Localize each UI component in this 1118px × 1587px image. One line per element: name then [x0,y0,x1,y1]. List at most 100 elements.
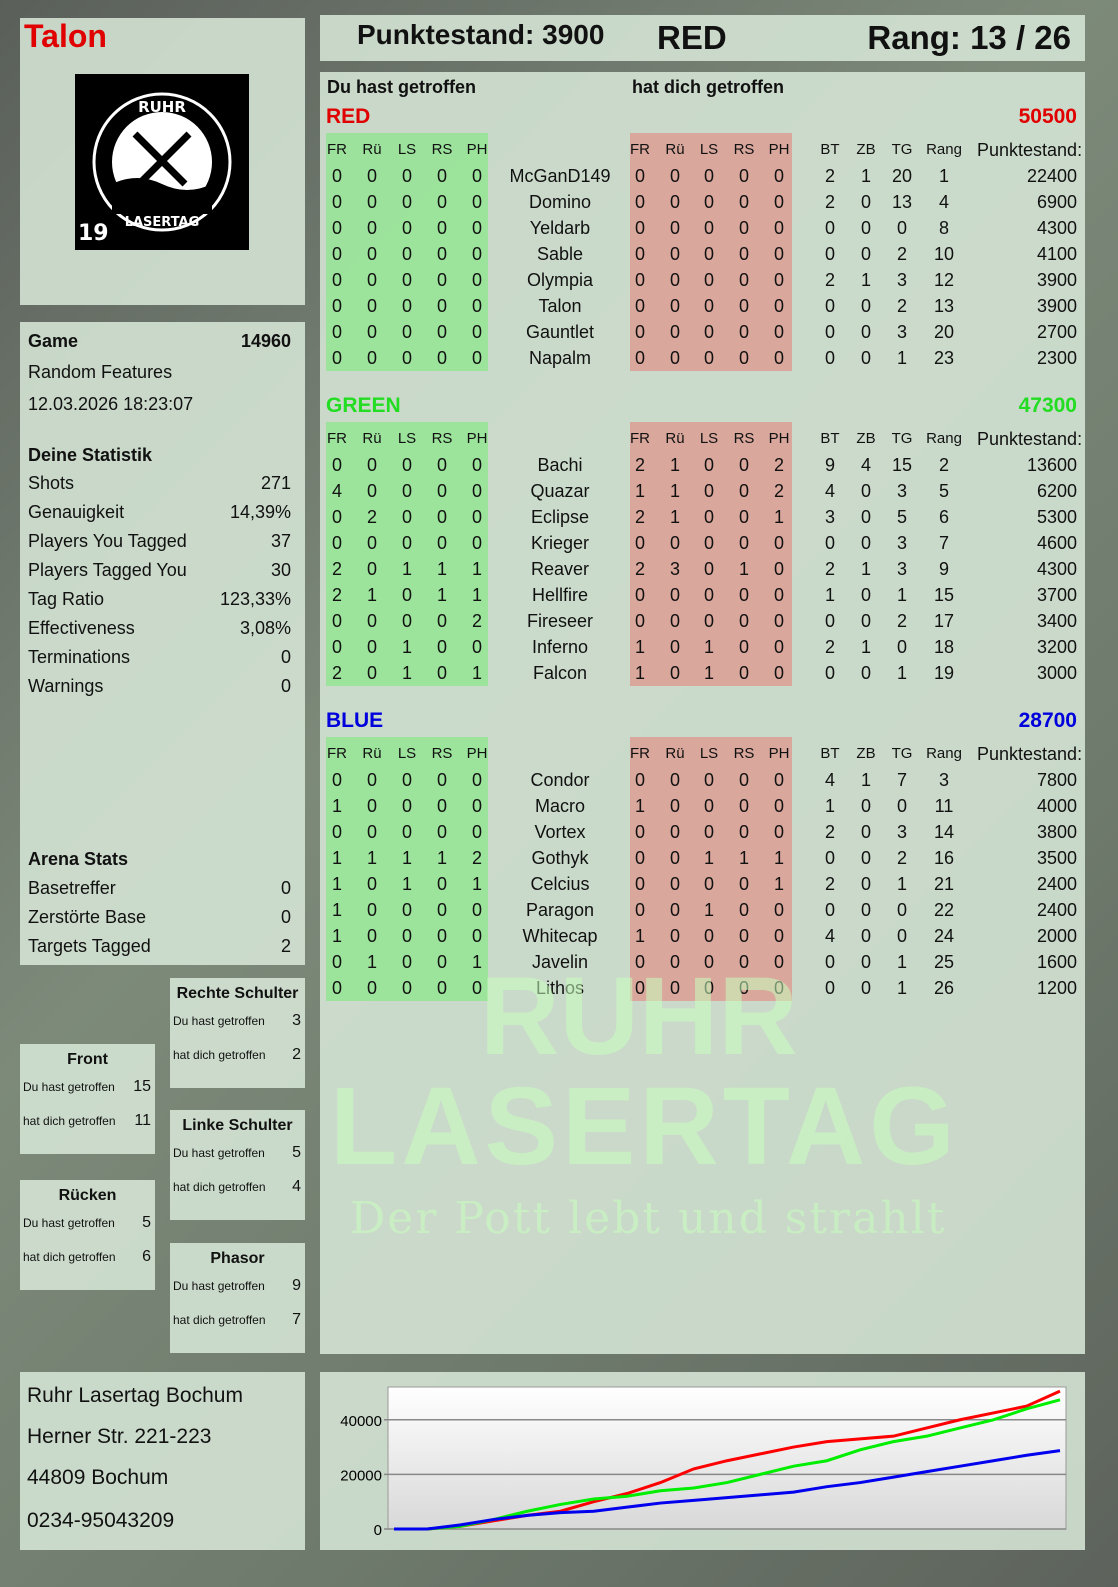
hit-cell: 0 [331,192,342,212]
zone-box: Rechte Schulter Du hast getroffen 3 hat dic… [170,978,305,1088]
col-header: Punktestand: [977,744,1083,764]
hit-cell: 0 [366,611,377,631]
hit-cell: 1 [331,900,342,920]
got-cell: 0 [773,218,784,238]
player-name: Sable [536,244,584,264]
zone-got-value: 4 [292,1178,301,1195]
got-cell: 0 [634,296,645,316]
stat-cell: 0 [860,533,871,553]
got-cell: 0 [773,926,784,946]
stat-cell: 13 [933,296,955,316]
player-score: 13600 [1026,455,1077,475]
stat-cell: 6 [938,507,949,527]
player-name: Domino [528,192,592,212]
stat-cell: 0 [860,481,871,501]
got-cell: 1 [703,848,714,868]
hit-cell: 1 [366,952,377,972]
got-cell: 2 [634,507,645,527]
stat-value: 271 [260,473,291,493]
arena-value: 0 [280,907,291,927]
stat-cell: 1 [896,663,907,683]
stat-cell: 0 [824,533,835,553]
got-cell: 0 [773,822,784,842]
player-score: 2400 [1036,900,1077,920]
svg-text:LASERTAG: LASERTAG [125,215,200,230]
hit-cell: 0 [436,507,447,527]
got-cell: 0 [703,166,714,186]
hit-cell: 1 [471,952,482,972]
hit-cell: 0 [331,533,342,553]
stat-value: 0 [280,647,291,667]
stats-panel: Game 14960 Random Features 12.03.2026 18:… [20,322,305,965]
got-cell: 2 [773,481,784,501]
player-name: Fireseer [526,611,593,631]
stat-cell: 2 [896,296,907,316]
hit-cell: 2 [471,611,482,631]
col-header: Rü [665,745,685,762]
stat-cell: 0 [860,585,871,605]
hit-cell: 0 [471,926,482,946]
hit-cell: 0 [366,874,377,894]
got-cell: 1 [634,796,645,816]
stat-cell: 0 [860,874,871,894]
score-chart: 0 20000 40000 [340,1386,1067,1539]
got-cell: 0 [634,822,645,842]
got-cell: 2 [773,455,784,475]
player-score: 7800 [1036,770,1077,790]
got-cell: 0 [738,611,749,631]
hit-cell: 1 [471,585,482,605]
hit-cell: 0 [436,218,447,238]
hit-cell: 0 [331,978,342,998]
got-cell: 0 [773,796,784,816]
player-score: 3400 [1036,611,1077,631]
hit-cell: 0 [401,348,412,368]
stat-cell: 3 [896,481,907,501]
player-score: 2000 [1036,926,1077,946]
address-line1: Ruhr Lasertag Bochum [27,1384,243,1407]
player-name: Whitecap [522,926,598,946]
col-header: TG [891,141,913,158]
got-cell: 0 [669,322,680,342]
stat-cell: 0 [896,926,907,946]
hit-cell: 0 [436,874,447,894]
got-cell: 0 [738,322,749,342]
hit-cell: 0 [436,796,447,816]
hit-cell: 1 [331,926,342,946]
got-cell: 0 [773,585,784,605]
got-cell: 0 [634,322,645,342]
stat-cell: 0 [896,796,907,816]
player-score: 2400 [1036,874,1077,894]
zone-got-label: hat dich getroffen [173,1180,266,1194]
team-total: 47300 [1018,394,1077,417]
col-header: FR [630,141,650,158]
y-tick-label: 20000 [340,1467,382,1484]
stat-cell: 4 [860,455,871,475]
stat-label: Genauigkeit [28,502,125,522]
team-total: 50500 [1018,105,1077,128]
col-header: BT [820,141,840,158]
stat-cell: 1 [860,770,871,790]
stat-cell: 9 [938,559,949,579]
stat-label: Effectiveness [28,618,135,638]
stat-cell: 0 [896,900,907,920]
team-name: GREEN [326,394,401,417]
hit-cell: 2 [331,585,342,605]
zone-hit-value: 5 [292,1144,301,1161]
col-header: Rang [926,745,962,762]
player-name: Lithos [535,978,585,998]
zone-got-label: hat dich getroffen [173,1313,266,1327]
hit-cell: 0 [401,796,412,816]
hit-cell: 1 [401,637,412,657]
hit-cell: 0 [366,770,377,790]
hit-cell: 1 [436,559,447,579]
player-score: 3500 [1036,848,1077,868]
stat-cell: 8 [938,218,949,238]
hit-cell: 0 [366,637,377,657]
logo: RUHR LASERTAG 19 [75,74,249,250]
game-mode: Random Features [28,362,173,382]
stat-cell: 3 [896,322,907,342]
player-name: Bachi [537,455,583,475]
got-cell: 0 [773,770,784,790]
stat-cell: 18 [933,637,955,657]
stat-row: Effectiveness 3,08% [28,617,291,639]
